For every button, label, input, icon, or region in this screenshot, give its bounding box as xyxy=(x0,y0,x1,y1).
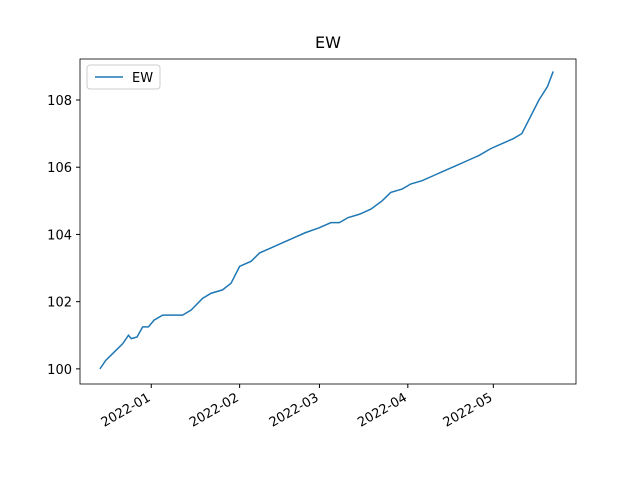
y-tick-label: 104 xyxy=(47,228,72,243)
legend-box xyxy=(86,64,161,90)
y-tick-label: 102 xyxy=(47,296,72,311)
chart-title: EW xyxy=(315,33,341,52)
y-tick-label: 108 xyxy=(47,94,72,109)
y-tick-label: 100 xyxy=(47,363,72,378)
data-line xyxy=(99,71,554,370)
legend-label: EW xyxy=(132,71,153,86)
plot-frame xyxy=(79,58,577,385)
y-tick-label: 106 xyxy=(47,161,72,176)
